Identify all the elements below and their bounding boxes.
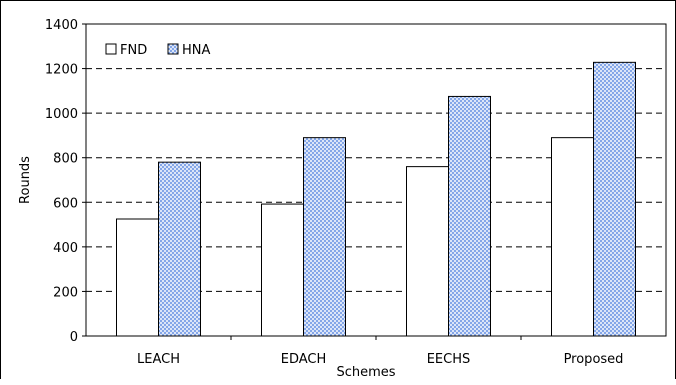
bars — [116, 61, 636, 337]
bar-hna — [303, 137, 346, 337]
x-tick-label: EDACH — [281, 352, 327, 367]
legend-label-fnd: FND — [120, 43, 147, 58]
bar-fnd — [406, 166, 449, 337]
x-axis-label: Schemes — [336, 365, 395, 380]
bar-fnd — [551, 137, 594, 337]
legend: FND HNA — [105, 43, 211, 58]
y-axis-ticks: 0 200 400 600 800 1000 1200 1400 — [45, 18, 86, 345]
y-tick-label: 600 — [53, 196, 78, 211]
y-tick-label: 1000 — [45, 107, 78, 122]
bar-fnd — [261, 203, 304, 337]
y-tick-label: 0 — [70, 330, 78, 345]
y-tick-label: 800 — [53, 152, 78, 167]
y-tick-label: 1200 — [45, 63, 78, 78]
x-tick-label: EECHS — [427, 352, 471, 367]
legend-label-hna: HNA — [182, 43, 211, 58]
y-axis-label: Rounds — [18, 156, 33, 204]
y-tick-label: 1400 — [45, 18, 78, 33]
legend-swatch-fnd — [105, 43, 117, 55]
legend-swatch-hna — [167, 43, 179, 55]
x-tick-label: Proposed — [564, 352, 624, 367]
x-axis-ticks: LEACH EDACH EECHS Proposed — [137, 336, 623, 367]
bar-hna — [448, 95, 491, 337]
bar-hna — [593, 61, 636, 337]
bar-fnd — [116, 218, 159, 337]
y-tick-label: 400 — [53, 241, 78, 256]
y-tick-label: 200 — [53, 285, 78, 300]
bar-hna — [158, 161, 201, 337]
x-tick-label: LEACH — [137, 352, 180, 367]
